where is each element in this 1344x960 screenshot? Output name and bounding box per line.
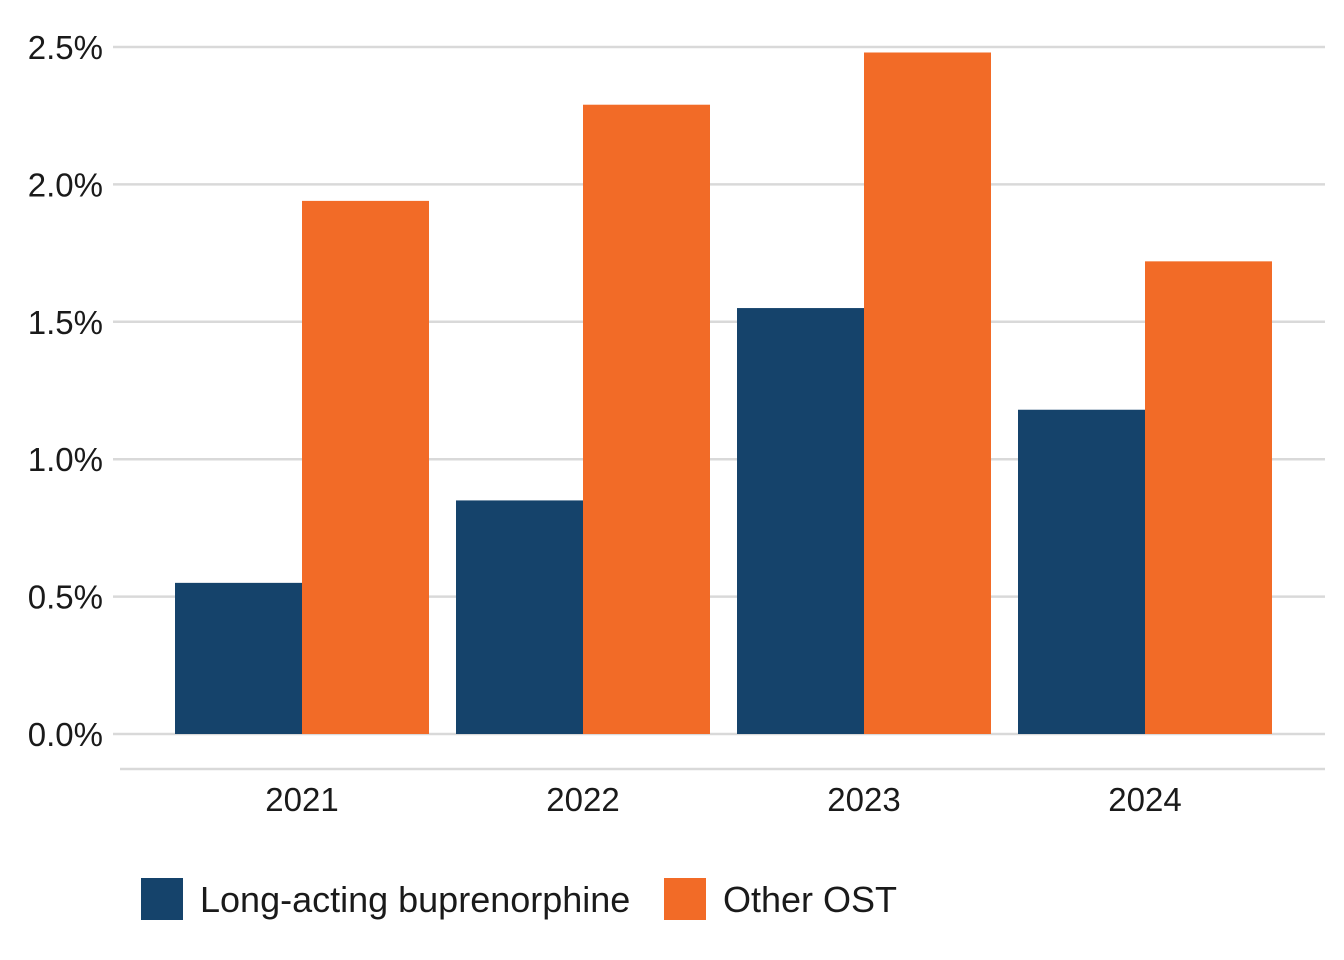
x-tick-label: 2024 [1108, 781, 1181, 818]
y-tick-label: 1.0% [28, 441, 103, 478]
legend-label: Other OST [723, 879, 897, 920]
bar-other-ost-2021 [302, 200, 429, 734]
legend-swatch [141, 878, 183, 920]
bar-other-ost-2023 [864, 52, 991, 735]
legend: Long-acting buprenorphine Other OST [141, 878, 897, 920]
y-tick-label: 2.0% [28, 166, 103, 203]
y-tick-label: 0.5% [28, 579, 103, 616]
bars [175, 52, 1272, 735]
x-tick-label: 2022 [546, 781, 619, 818]
x-tick-label: 2023 [827, 781, 900, 818]
bar-other-ost-2022 [583, 104, 710, 734]
bar-long-acting-buprenorphine-2024 [1018, 409, 1145, 734]
y-tick-label: 0.0% [28, 716, 103, 753]
x-tick-label: 2021 [265, 781, 338, 818]
bar-long-acting-buprenorphine-2022 [456, 500, 583, 734]
y-tick-label: 1.5% [28, 304, 103, 341]
y-tick-label: 2.5% [28, 29, 103, 66]
bar-other-ost-2024 [1145, 261, 1272, 734]
bar-long-acting-buprenorphine-2023 [737, 308, 864, 734]
bar-long-acting-buprenorphine-2021 [175, 582, 302, 734]
legend-label: Long-acting buprenorphine [200, 879, 630, 920]
legend-swatch [664, 878, 706, 920]
y-axis: 0.0% 0.5% 1.0% 1.5% 2.0% 2.5% [28, 29, 103, 753]
x-axis: 2021 2022 2023 2024 [120, 767, 1325, 818]
